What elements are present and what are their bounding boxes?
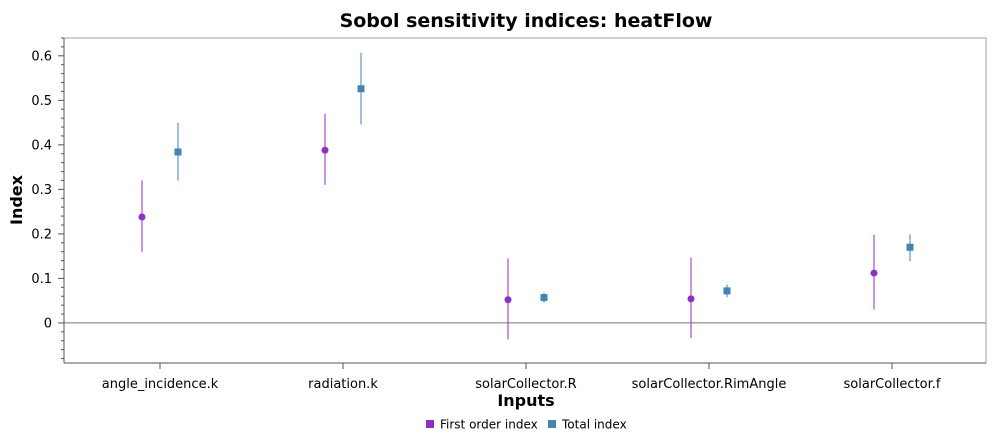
series-layer	[138, 52, 914, 340]
data-point	[138, 213, 146, 221]
legend-swatch	[426, 420, 434, 428]
y-axis-label: Index	[7, 174, 26, 225]
y-tick-label: 0.5	[31, 94, 52, 109]
x-axis: angle_incidence.k radiation.k solarCollect…	[64, 362, 986, 392]
y-tick-label: 0.3	[31, 183, 52, 198]
data-point	[357, 85, 365, 93]
y-tick-label: 0.2	[31, 227, 52, 242]
x-tick-label: solarCollector.RimAngle	[632, 377, 787, 392]
data-point	[504, 296, 512, 304]
data-point	[687, 295, 695, 303]
data-point	[540, 294, 548, 302]
data-point	[321, 146, 329, 154]
legend: First order index Total index	[426, 418, 627, 432]
y-tick-label: 0.1	[31, 272, 52, 287]
data-point	[906, 243, 914, 251]
legend-label: Total index	[561, 418, 627, 432]
x-tick-label: radiation.k	[308, 377, 378, 392]
x-tick-label: angle_incidence.k	[102, 377, 219, 392]
series-first-order-index	[138, 113, 878, 340]
legend-label: First order index	[440, 418, 538, 432]
x-tick-label: solarCollector.R	[475, 377, 576, 392]
data-point	[870, 269, 878, 277]
x-tick-label: solarCollector.f	[844, 377, 941, 392]
y-tick-label: 0	[44, 316, 52, 331]
plot-area	[63, 37, 987, 364]
y-tick-label: 0.4	[31, 138, 52, 153]
data-point	[174, 148, 182, 156]
y-tick-label: 0.6	[31, 49, 52, 64]
chart-title: Sobol sensitivity indices: heatFlow	[340, 10, 713, 32]
series-total-index	[174, 52, 914, 303]
y-axis: 0 0.1 0.2 0.3 0.4 0.5 0.6	[31, 37, 65, 363]
data-point	[723, 287, 731, 295]
x-axis-label: Inputs	[497, 391, 554, 410]
legend-swatch	[548, 420, 556, 428]
